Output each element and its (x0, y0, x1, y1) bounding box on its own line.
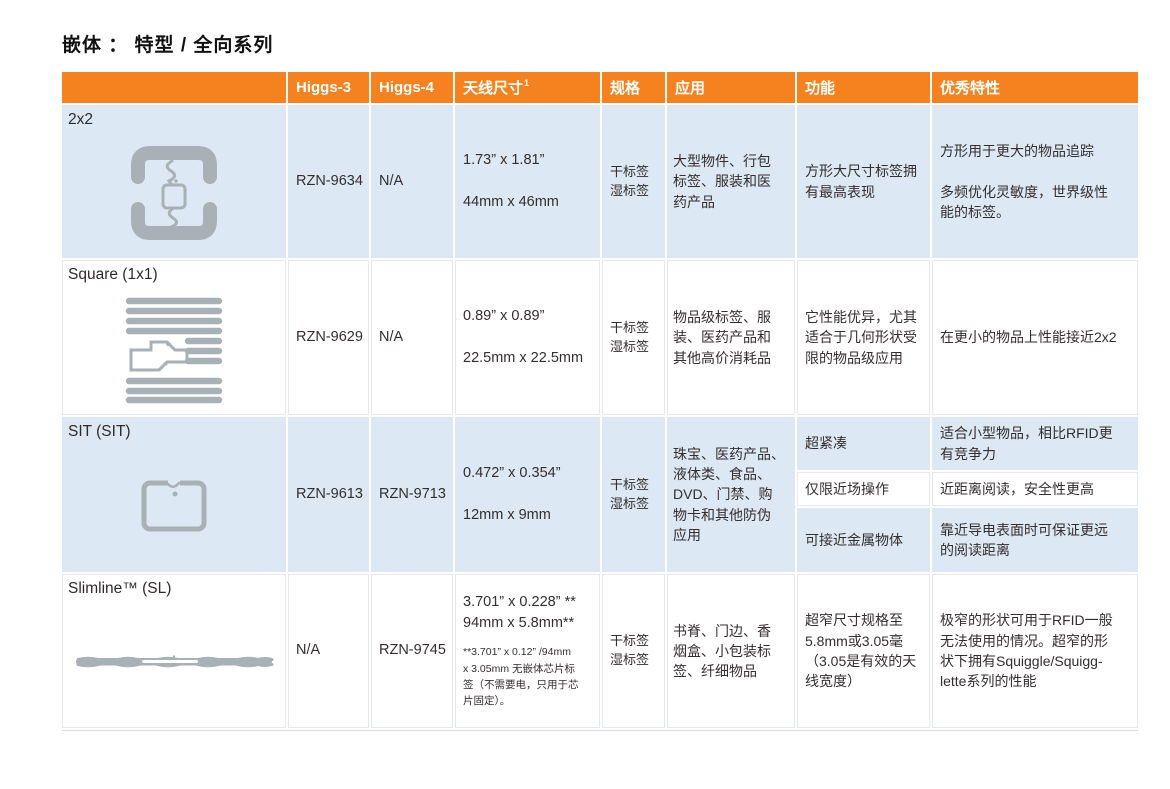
header-higgs3: Higgs-3 (288, 72, 369, 103)
page-title: 嵌体 ： 特型 / 全向系列 (62, 35, 274, 56)
cell-features-stack: 适合小型物品，相比RFID更 有竞争力 近距离阅读，安全性更高 靠近导电表面时可… (932, 417, 1138, 572)
cell-features: 极窄的形状可用于RFID一般 无法使用的情况。超窄的形 状下拥有Squiggle… (932, 574, 1138, 728)
cell-spec: 干标签 湿标签 (602, 574, 665, 728)
cell-antenna-size: 0.472” x 0.354” 12mm x 9mm (455, 417, 600, 572)
header-antenna-size: 天线尺寸 1 (455, 72, 600, 103)
inlay-spec-table: Higgs-3 Higgs-4 天线尺寸 1 规格 应用 功能 优秀特性 2x2 … (62, 72, 1138, 728)
header-function: 功能 (797, 72, 930, 103)
function-sub-row: 可接近金属物体 (797, 508, 930, 572)
header-product (62, 72, 286, 103)
cell-higgs4: N/A (371, 260, 453, 415)
cell-spec: 干标签 湿标签 (602, 417, 665, 572)
cell-higgs4: RZN-9745 (371, 574, 453, 728)
cell-function: 超窄尺寸规格至 5.8mm或3.05毫 （3.05是有效的天 线宽度） (797, 574, 930, 728)
feature-sub-row: 适合小型物品，相比RFID更 有竞争力 (932, 417, 1138, 470)
header-application: 应用 (667, 72, 795, 103)
cell-higgs3: RZN-9613 (288, 417, 369, 572)
cell-function: 方形大尺寸标签拥 有最高表现 (797, 105, 930, 258)
inlay-image-sit (68, 443, 280, 568)
cell-application: 书脊、门边、香 烟盒、小包装标 签、纤细物品 (667, 574, 795, 728)
cell-features: 方形用于更大的物品追踪 多频优化灵敏度，世界级性 能的标签。 (932, 105, 1138, 258)
header-spec: 规格 (602, 72, 665, 103)
cell-higgs4: N/A (371, 105, 453, 258)
cell-product-sit: SIT (SIT) (62, 417, 286, 572)
feature-sub-row: 靠近导电表面时可保证更远 的阅读距离 (932, 508, 1138, 572)
cell-application: 大型物件、行包 标签、服装和医 药产品 (667, 105, 795, 258)
cell-application: 物品级标签、服 装、医药产品和 其他高价消耗品 (667, 260, 795, 415)
cell-application: 珠宝、医药产品、 液体类、食品、 DVD、门禁、购 物卡和其他防伪 应用 (667, 417, 795, 572)
product-name: Square (1x1) (68, 266, 158, 283)
inlay-sit-antenna-icon (141, 478, 207, 532)
table-bottom-rule (62, 730, 1138, 731)
cell-spec: 干标签 湿标签 (602, 260, 665, 415)
cell-higgs3: RZN-9629 (288, 260, 369, 415)
inlay-image-square (68, 286, 280, 411)
cell-features: 在更小的物品上性能接近2x2 (932, 260, 1138, 415)
inlay-image-slimline (68, 600, 280, 724)
inlay-slimline-antenna-icon (76, 655, 274, 668)
product-name: 2x2 (68, 111, 93, 128)
antenna-size-footnote: **3.701” x 0.12” /94mm x 3.05mm 无嵌体芯片标 签… (463, 646, 579, 708)
product-name: Slimline™ (SL) (68, 580, 172, 597)
cell-higgs3: N/A (288, 574, 369, 728)
cell-function-stack: 超紧凑 仅限近场操作 可接近金属物体 (797, 417, 930, 572)
cell-product-slimline: Slimline™ (SL) (62, 574, 286, 728)
inlay-2x2-antenna-icon (131, 145, 217, 240)
feature-sub-row: 近距离阅读，安全性更高 (932, 472, 1138, 506)
cell-product-square: Square (1x1) (62, 260, 286, 415)
product-name: SIT (SIT) (68, 423, 131, 440)
footnote-marker: 1 (524, 78, 530, 88)
cell-function: 它性能优异，尤其 适合于几何形状受 限的物品级应用 (797, 260, 930, 415)
cell-spec: 干标签 湿标签 (602, 105, 665, 258)
cell-antenna-size: 1.73” x 1.81” 44mm x 46mm (455, 105, 600, 258)
function-sub-row: 仅限近场操作 (797, 472, 930, 506)
cell-product-2x2: 2x2 (62, 105, 286, 258)
function-sub-row: 超紧凑 (797, 417, 930, 470)
inlay-image-2x2 (68, 131, 280, 254)
header-features: 优秀特性 (932, 72, 1138, 103)
cell-higgs4: RZN-9713 (371, 417, 453, 572)
cell-antenna-size: 0.89” x 0.89” 22.5mm x 22.5mm (455, 260, 600, 415)
cell-higgs3: RZN-9634 (288, 105, 369, 258)
antenna-size-main: 3.701” x 0.228” ** 94mm x 5.8mm** (463, 594, 576, 632)
header-antenna-size-label: 天线尺寸 (463, 80, 524, 97)
inlay-square-antenna-icon (125, 297, 223, 403)
header-higgs4: Higgs-4 (371, 72, 453, 103)
cell-antenna-size: 3.701” x 0.228” ** 94mm x 5.8mm** **3.70… (455, 574, 600, 728)
